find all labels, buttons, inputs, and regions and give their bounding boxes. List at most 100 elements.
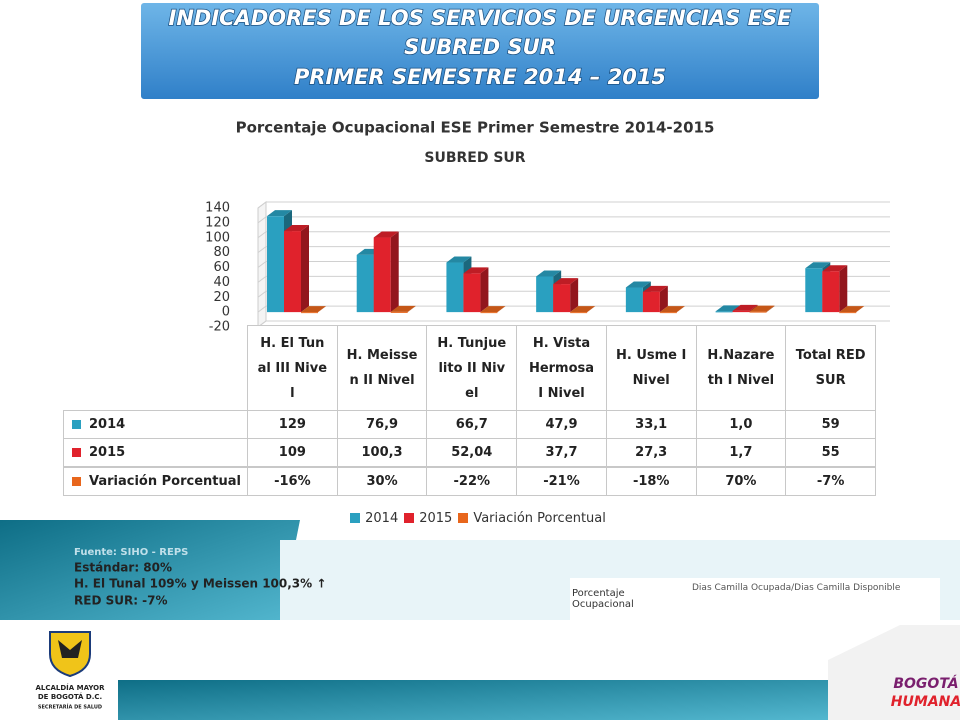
y-tick-label: 100 bbox=[205, 230, 230, 245]
table-header-cell: H. Tunjuelito II Nivel bbox=[426, 325, 518, 411]
bar-side bbox=[301, 225, 309, 313]
table-cell: 47,9 bbox=[516, 410, 607, 439]
header-banner bbox=[139, 1, 821, 101]
bar-top bbox=[822, 265, 848, 272]
logo-text: SECRETARÍA DE SALUD bbox=[38, 703, 102, 711]
bar bbox=[732, 310, 750, 313]
legend-label: 2014 bbox=[365, 511, 399, 526]
bar-side bbox=[390, 231, 399, 313]
table-row-label: Variación Porcentual bbox=[63, 467, 248, 496]
y-tick-label: 80 bbox=[213, 245, 230, 260]
bar bbox=[570, 312, 588, 314]
grid-line bbox=[257, 290, 890, 298]
bar bbox=[356, 254, 374, 313]
bar-top bbox=[390, 305, 416, 312]
logo-text: BOGOTÁ bbox=[893, 675, 958, 692]
bar-top bbox=[480, 306, 506, 313]
bar-top bbox=[805, 262, 831, 269]
definition-formula-wrap: Dias Camilla Ocupada/Dias Camilla Dispon… bbox=[692, 583, 901, 593]
chart-title: Porcentaje Ocupacional ESE Primer Semest… bbox=[236, 119, 715, 137]
y-tick-label: 40 bbox=[213, 275, 230, 290]
bar-side bbox=[497, 306, 506, 313]
table-cell: -22% bbox=[426, 467, 518, 496]
grid-line bbox=[257, 246, 890, 254]
series-name: 2014 bbox=[89, 417, 126, 432]
table-cell: 129 bbox=[247, 410, 338, 439]
note: Estándar: 80% bbox=[74, 561, 172, 575]
legend-swatch bbox=[404, 513, 415, 523]
y-tick-label: 140 bbox=[205, 201, 230, 216]
bar-side bbox=[676, 306, 685, 313]
grid-line bbox=[257, 261, 890, 268]
table-header-cell: H. Meissen II Nivel bbox=[336, 325, 428, 411]
bar bbox=[642, 291, 660, 313]
note-source: Fuente: SIHO - REPS bbox=[74, 547, 188, 558]
table-cell: 76,9 bbox=[336, 410, 428, 439]
bar-top bbox=[642, 285, 668, 292]
bar bbox=[822, 271, 840, 313]
bar-top bbox=[463, 267, 489, 274]
bar-top bbox=[749, 305, 775, 312]
table-row-label: 2015 bbox=[63, 438, 248, 467]
legend-swatch bbox=[72, 420, 81, 429]
bar-side bbox=[766, 305, 775, 313]
legend: 2014 2015 Variación Porcentual bbox=[0, 511, 950, 526]
bar bbox=[625, 287, 643, 313]
bar bbox=[301, 312, 318, 314]
table-cell: 37,7 bbox=[516, 438, 607, 467]
series-name: 2015 bbox=[89, 445, 126, 460]
bar-side bbox=[570, 278, 579, 313]
logo-text: DE BOGOTÁ D.C. bbox=[38, 692, 102, 701]
table-cell: 33,1 bbox=[605, 410, 697, 439]
bar-side bbox=[587, 306, 596, 313]
table-cell: -18% bbox=[605, 467, 697, 496]
legend-label: Variación Porcentual bbox=[473, 511, 606, 526]
grid-line bbox=[257, 275, 890, 283]
table-cell: 109 bbox=[247, 438, 338, 467]
bar-top bbox=[301, 306, 326, 313]
bar bbox=[659, 312, 677, 314]
bar bbox=[749, 311, 767, 313]
bar bbox=[284, 231, 301, 313]
definition-box bbox=[570, 578, 940, 622]
grid-line bbox=[257, 216, 890, 224]
bar-top bbox=[659, 306, 685, 313]
table-cell: -21% bbox=[516, 467, 607, 496]
note: H. El Tunal 109% y Meissen 100,3% ↑ bbox=[74, 577, 326, 591]
bar-side bbox=[659, 285, 668, 313]
y-tick-label: 60 bbox=[213, 260, 230, 275]
definition-formula: Dias Camilla Ocupada/Dias Camilla Dispon… bbox=[692, 583, 901, 593]
table-header-cell: H. Usme I Nivel bbox=[605, 325, 697, 411]
bar-side bbox=[480, 267, 489, 313]
logo-text: ALCALDÍA MAYOR bbox=[35, 683, 105, 692]
bar-top bbox=[553, 278, 579, 285]
table-cell: 100,3 bbox=[336, 438, 428, 467]
bar-top bbox=[446, 256, 472, 263]
legend-swatch bbox=[458, 513, 469, 523]
table-header-cell: H.Nazareth I Nivel bbox=[695, 325, 787, 411]
bar bbox=[390, 311, 408, 313]
y-tick-label: 120 bbox=[205, 215, 230, 230]
table-cell: 1,0 bbox=[695, 410, 787, 439]
bar-top bbox=[536, 270, 562, 277]
bar-top bbox=[732, 304, 758, 311]
legend-swatch bbox=[72, 448, 81, 457]
bar-side bbox=[318, 306, 326, 313]
bar bbox=[553, 284, 571, 313]
table-cell: 1,7 bbox=[695, 438, 787, 467]
bar bbox=[715, 311, 733, 313]
legend-swatch bbox=[72, 477, 81, 486]
table-header-cell: H. El Tunal III Nivel bbox=[247, 325, 338, 411]
table-row-label: 2014 bbox=[63, 410, 248, 439]
bar-top bbox=[839, 306, 865, 313]
grid-line bbox=[257, 231, 890, 239]
series-name: Variación Porcentual bbox=[89, 474, 241, 489]
table-cell: 59 bbox=[785, 410, 876, 439]
header-title: PRIMER SEMESTRE 2014 – 2015 bbox=[294, 65, 666, 89]
header-title: SUBRED SUR bbox=[404, 35, 556, 59]
note: RED SUR: -7% bbox=[74, 594, 168, 608]
legend-label: 2015 bbox=[419, 511, 453, 526]
y-tick-label: -20 bbox=[209, 320, 230, 335]
